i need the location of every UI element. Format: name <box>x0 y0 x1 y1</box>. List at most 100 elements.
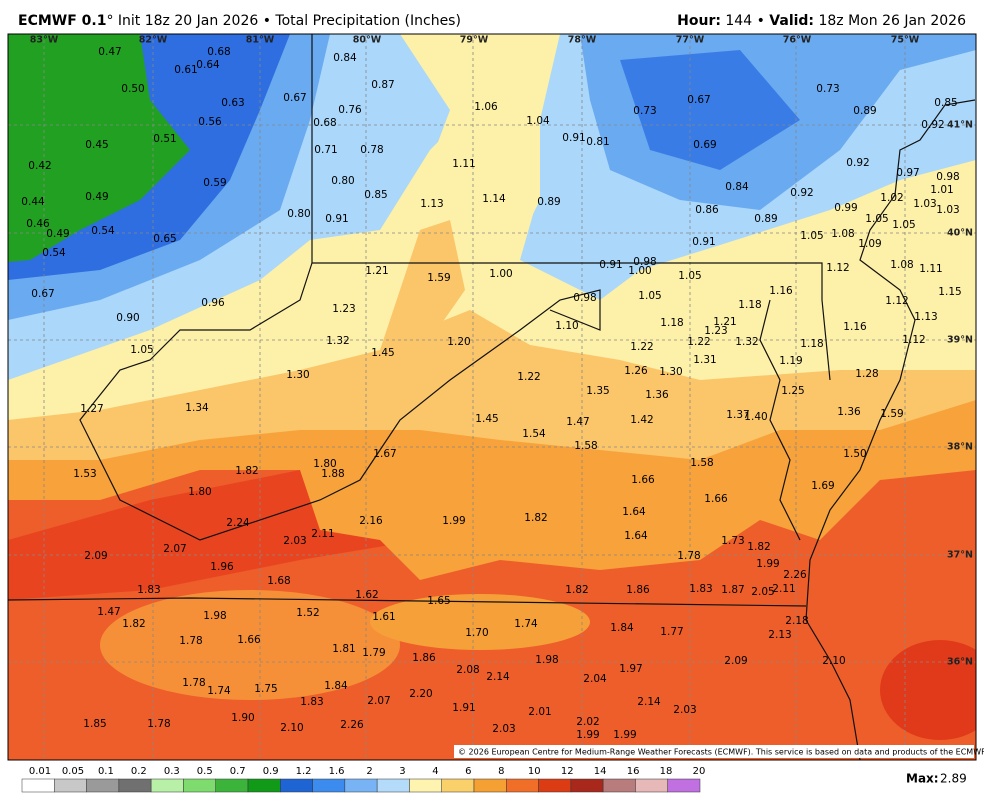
field-band <box>400 34 560 260</box>
precip-value: 1.80 <box>188 486 211 498</box>
precip-value: 1.13 <box>420 198 443 210</box>
legend-label: 1.2 <box>296 766 312 777</box>
precip-value: 0.64 <box>196 59 220 71</box>
precip-value: 0.63 <box>221 97 244 109</box>
precip-value: 1.78 <box>179 635 202 647</box>
precip-value: 1.30 <box>286 369 309 381</box>
precip-value: 0.46 <box>26 218 50 230</box>
legend-swatch <box>247 778 281 793</box>
precip-value: 1.05 <box>865 213 888 225</box>
precip-value: 1.05 <box>130 344 153 356</box>
precip-value: 1.36 <box>837 406 861 418</box>
precip-value: 1.40 <box>744 411 767 423</box>
field-band <box>880 640 976 740</box>
border-va-nc <box>8 597 807 607</box>
precip-value: 2.14 <box>637 696 661 708</box>
precip-value: 0.89 <box>754 213 777 225</box>
precip-value: 1.82 <box>235 465 258 477</box>
header-right: Hour: 144 • Valid: 18z Mon 26 Jan 2026 <box>677 13 966 29</box>
precip-value: 1.05 <box>638 290 661 302</box>
precip-value: 2.26 <box>340 719 364 731</box>
latitude-label: 41°N <box>947 120 973 131</box>
precip-value: 1.58 <box>690 457 713 469</box>
legend-swatch <box>506 778 539 793</box>
precip-value: 2.03 <box>283 535 306 547</box>
precip-value: 0.98 <box>633 256 656 268</box>
precip-value: 1.10 <box>555 320 578 332</box>
precip-value: 0.99 <box>834 202 857 214</box>
precip-value: 2.07 <box>367 695 390 707</box>
border-pa <box>311 34 831 381</box>
precip-value: 1.83 <box>137 584 160 596</box>
precip-value: 1.77 <box>660 626 683 638</box>
precip-value: 1.05 <box>800 230 823 242</box>
precip-value: 1.75 <box>254 683 277 695</box>
legend-label: 14 <box>594 766 607 777</box>
border-wv <box>79 262 601 541</box>
precip-value: 1.81 <box>332 643 355 655</box>
precip-value: 1.82 <box>524 512 547 524</box>
field-band <box>370 594 590 650</box>
precip-value: 0.84 <box>725 181 749 193</box>
legend-swatch <box>570 778 604 793</box>
precip-value: 1.00 <box>628 265 651 277</box>
precip-value: 2.26 <box>783 569 807 581</box>
precip-value: 1.25 <box>781 385 804 397</box>
precip-value: 0.91 <box>599 259 622 271</box>
precip-value: 1.98 <box>535 654 558 666</box>
field-band <box>380 220 465 350</box>
precip-value: 2.02 <box>576 716 599 728</box>
precip-value: 1.14 <box>482 193 506 205</box>
coastline <box>805 99 976 760</box>
precip-value: 1.58 <box>574 440 597 452</box>
precip-value: 1.78 <box>677 550 700 562</box>
precip-field <box>8 34 976 760</box>
legend-label: 12 <box>561 766 574 777</box>
precip-value: 1.35 <box>586 385 609 397</box>
legend-label: 0.01 <box>29 766 51 777</box>
precip-value: 2.10 <box>280 722 303 734</box>
legend-swatch <box>441 778 475 793</box>
precip-value: 0.56 <box>198 116 222 128</box>
precip-value: 0.61 <box>174 64 197 76</box>
precip-value: 0.45 <box>85 139 108 151</box>
precip-value: 1.98 <box>203 610 226 622</box>
precip-value: 1.96 <box>210 561 234 573</box>
precip-value: 1.45 <box>371 347 394 359</box>
precip-value: 1.82 <box>747 541 770 553</box>
legend-label: 0.1 <box>98 766 114 777</box>
precip-value: 0.67 <box>31 288 54 300</box>
borders <box>8 34 976 760</box>
precip-value: 0.91 <box>692 236 715 248</box>
precip-value: 0.68 <box>207 46 230 58</box>
header-left: ECMWF 0.1° Init 18z 20 Jan 2026 • Total … <box>18 13 461 29</box>
precip-value: 1.21 <box>713 316 736 328</box>
precip-value: 0.92 <box>921 119 944 131</box>
legend-label: 8 <box>498 766 504 777</box>
legend-label: 0.9 <box>263 766 279 777</box>
precip-value: 0.59 <box>203 177 226 189</box>
precip-value: 0.44 <box>21 196 45 208</box>
precip-value: 1.34 <box>185 402 209 414</box>
precip-value: 1.52 <box>296 607 319 619</box>
chesapeake <box>759 299 801 541</box>
precip-value: 2.18 <box>785 615 808 627</box>
precip-value: 1.47 <box>97 606 120 618</box>
precip-value: 0.81 <box>586 136 609 148</box>
precip-value: 1.84 <box>324 680 348 692</box>
precip-value: 2.09 <box>84 550 107 562</box>
precip-value: 1.02 <box>880 192 903 204</box>
precip-value: 1.08 <box>890 259 913 271</box>
longitude-label: 80°W <box>353 35 382 46</box>
precip-value: 1.85 <box>83 718 106 730</box>
precip-value: 1.12 <box>902 334 925 346</box>
precip-value: 2.10 <box>822 655 845 667</box>
precip-value: 1.80 <box>313 458 336 470</box>
precip-value: 1.86 <box>626 584 650 596</box>
precip-value: 1.11 <box>452 158 475 170</box>
precip-value: 1.78 <box>147 718 170 730</box>
header-details: ° Init 18z 20 Jan 2026 • Total Precipita… <box>106 13 460 29</box>
legend-swatch <box>312 778 346 793</box>
precip-value: 0.84 <box>333 52 357 64</box>
